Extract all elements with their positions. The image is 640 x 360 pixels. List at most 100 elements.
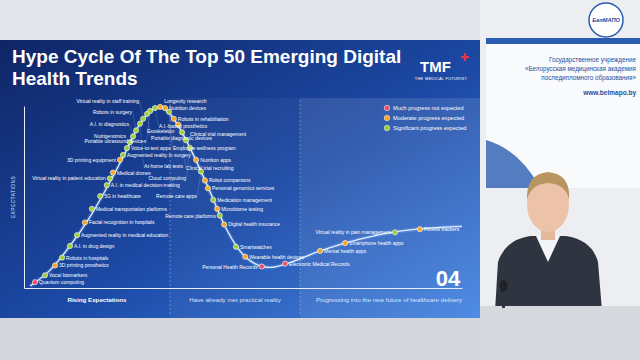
trend-point (158, 104, 163, 109)
point-label: Longevity research (164, 98, 206, 104)
point-label: Smartwatches (240, 244, 272, 250)
label-leader (133, 112, 137, 130)
trend-point (89, 206, 94, 211)
point-label: Robots in surgery (93, 109, 133, 115)
point-label: Employee wellness program (173, 145, 236, 151)
trend-point (202, 178, 207, 183)
legend: Much progress not expectedModerate progr… (384, 105, 466, 131)
region-label: Have already met practical reality (170, 296, 300, 304)
microphone (500, 280, 508, 292)
room-banner (486, 38, 640, 188)
trend-point (317, 248, 322, 253)
trend-point (215, 206, 220, 211)
point-label: Virtual reality in patient education (32, 175, 106, 181)
trend-point (417, 227, 422, 232)
trend-point (392, 230, 397, 235)
point-label: Remote care apps (156, 193, 197, 199)
point-label: Robot companions (209, 177, 251, 183)
point-label: Electronic Medical Records (289, 261, 350, 267)
legend-swatch (384, 105, 390, 111)
point-label: Clinical trial management (190, 131, 247, 137)
legend-swatch (384, 125, 390, 131)
label-leader (130, 124, 134, 136)
desk (480, 306, 640, 360)
point-label: Microbiome testing (221, 206, 263, 212)
hype-curve (30, 107, 462, 286)
point-label: 3D printing equipment (67, 157, 117, 163)
point-label: Medication management (217, 197, 272, 203)
point-label: Personal genomics services (212, 185, 275, 191)
point-label: Augmented reality in surgery (127, 152, 191, 158)
point-label: A.I.-based prosthetics (159, 123, 208, 129)
legend-label: Significant progress expected (393, 125, 466, 131)
trend-point (233, 244, 238, 249)
trend-point (42, 273, 47, 278)
point-label: Robots in hospitals (66, 255, 109, 261)
point-label: Medical drones (117, 170, 151, 176)
legend-swatch (384, 115, 390, 121)
region-label: Progressing into the new future of healt… (300, 296, 478, 304)
trend-point (124, 145, 129, 150)
trend-point (98, 193, 103, 198)
trend-point (74, 233, 79, 238)
point-label: A.I. in diagnostics (90, 121, 130, 127)
point-label: A.I. in drug design (74, 243, 115, 249)
room-wall (480, 0, 640, 360)
point-label: Digital health insurance (228, 221, 280, 227)
label-leader (155, 108, 159, 126)
emblem-circle (589, 3, 623, 37)
logo-plus (464, 53, 466, 61)
y-axis-title: EXPECTATIONS (11, 176, 16, 218)
trend-point (120, 152, 125, 157)
chart-title: Hype Cycle Of The Top 50 Emerging Digita… (12, 46, 407, 90)
label-leader (147, 111, 151, 141)
x-axis (25, 288, 463, 289)
trend-point (110, 170, 115, 175)
point-label: Wearable health devices (249, 254, 304, 260)
point-label: Voice-to-text apps (131, 145, 172, 151)
region-shade (170, 98, 300, 318)
room-banner-band (486, 38, 640, 44)
point-label: 5G in healthcare (104, 193, 141, 199)
trend-point (162, 105, 167, 110)
point-label: A.I. in medical decision-making (111, 182, 180, 188)
banner-text: последипломного образования» (541, 74, 636, 82)
trend-point (104, 183, 109, 188)
point-label: Vocal biomarkers (49, 272, 88, 278)
frame-bottom (0, 318, 480, 360)
trend-point (171, 116, 176, 121)
x-axis-line (25, 288, 463, 289)
logo-text: TMF (420, 58, 451, 75)
point-label: Facial recognition in hospitals (89, 219, 155, 225)
trend-point (107, 176, 112, 181)
frame-background (0, 0, 640, 360)
point-label: Quantum computing (39, 279, 84, 285)
region-shade (300, 98, 480, 318)
trend-point (205, 186, 210, 191)
point-label: Smartphone health apps (349, 240, 404, 246)
slide-number: 04 (436, 266, 461, 291)
trend-point (82, 220, 87, 225)
trend-point (211, 197, 216, 202)
point-label: Clinical trial recruiting (186, 165, 234, 171)
point-label: Nutrition devices (169, 105, 206, 111)
emblem-text: БелМАПО (592, 17, 620, 23)
legend-label: Much progress not expected (393, 105, 464, 111)
trend-point (282, 261, 287, 266)
trend-point (117, 157, 122, 162)
trend-point (32, 280, 37, 285)
point-label: At-home lab tests (144, 163, 183, 169)
trend-point (194, 157, 199, 162)
label-leader (140, 101, 144, 119)
region-label: Rising Expectations (24, 296, 170, 304)
y-axis (24, 107, 25, 289)
point-label: 3D printing prosthetics (59, 262, 109, 268)
presenter-hair (527, 172, 569, 200)
trend-point (243, 254, 248, 259)
trend-point (342, 240, 347, 245)
point-label: Remote care platforms (165, 213, 216, 219)
point-label: Nutrition apps (200, 157, 231, 163)
trend-point (67, 243, 72, 248)
point-label: Augmented reality in medical education (81, 232, 168, 238)
point-label: Medical transportation platforms (96, 206, 168, 212)
